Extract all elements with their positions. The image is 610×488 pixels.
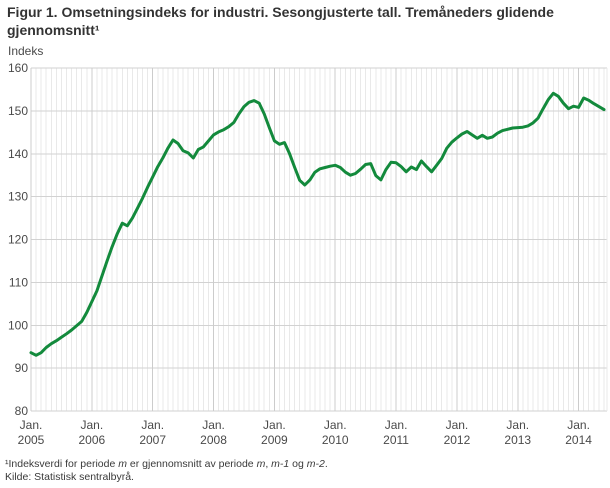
y-tick-label: 110 xyxy=(9,275,28,289)
x-tick-label-month: Jan. xyxy=(324,418,347,432)
grid-year-lines xyxy=(30,68,608,411)
footnote-italic-term: m xyxy=(118,458,127,470)
x-tick-label-year: 2009 xyxy=(261,433,288,447)
footnote-italic-term: m-1 xyxy=(271,458,290,470)
line-chart: 1601501401301201101009080Jan.2005Jan.200… xyxy=(8,61,608,447)
footnote-text: , xyxy=(265,458,272,470)
chart-title: Figur 1. Omsetningsindeks for industri. … xyxy=(7,4,554,38)
x-tick-label-month: Jan. xyxy=(141,418,164,432)
x-tick-label-month: Jan. xyxy=(385,418,408,432)
y-tick-label: 90 xyxy=(15,361,29,375)
x-tick-label-year: 2008 xyxy=(200,433,227,447)
x-tick-label-year: 2013 xyxy=(504,433,531,447)
x-tick-label-year: 2006 xyxy=(78,433,105,447)
footnote-definition: ¹Indeksverdi for periode m er gjennomsni… xyxy=(5,458,605,471)
source-note: Kilde: Statistisk sentralbyrå. xyxy=(5,470,134,483)
y-axis-tick-labels: 160 150 140 130 120 110 100 90 80 xyxy=(8,61,28,418)
series-line xyxy=(29,91,606,357)
x-tick-label-year: 2014 xyxy=(565,433,592,447)
y-tick-label: 100 xyxy=(8,318,28,332)
y-tick-label: 150 xyxy=(8,104,28,118)
footnote-text: og xyxy=(289,458,307,470)
x-tick-label-month: Jan. xyxy=(81,418,104,432)
y-tick-label: 160 xyxy=(8,61,28,75)
y-tick-label: 120 xyxy=(8,233,28,247)
y-tick-label: 130 xyxy=(8,190,28,204)
x-tick-label-month: Jan. xyxy=(263,418,286,432)
x-tick-label-year: 2010 xyxy=(322,433,349,447)
y-tick-label: 140 xyxy=(8,147,28,161)
x-tick-label-month: Jan. xyxy=(446,418,469,432)
x-tick-label-year: 2007 xyxy=(139,433,166,447)
x-tick-label-month: Jan. xyxy=(506,418,529,432)
footnote-text: ¹Indeksverdi for periode xyxy=(5,458,119,470)
y-tick-label: 80 xyxy=(15,404,29,418)
x-tick-label-year: 2011 xyxy=(383,433,409,447)
x-axis-tick-labels: Jan.2005Jan.2006Jan.2007Jan.2008Jan.2009… xyxy=(18,418,593,447)
footnote-italic-term: m-2 xyxy=(306,458,325,470)
footnote-text: . xyxy=(324,458,328,470)
grid-horizontal xyxy=(31,67,607,412)
y-axis-unit-label: Indeks xyxy=(8,44,44,58)
x-tick-label-month: Jan. xyxy=(567,418,590,432)
footnote-italic-term: m xyxy=(256,458,266,470)
x-tick-label-month: Jan. xyxy=(202,418,225,432)
x-tick-label-month: Jan. xyxy=(20,418,43,432)
x-tick-label-year: 2012 xyxy=(444,433,471,447)
footnotes: ¹Indeksverdi for periode m er gjennomsni… xyxy=(5,458,605,483)
footnote-text: er gjennomsnitt av periode xyxy=(126,458,257,470)
x-tick-label-year: 2005 xyxy=(18,433,45,447)
